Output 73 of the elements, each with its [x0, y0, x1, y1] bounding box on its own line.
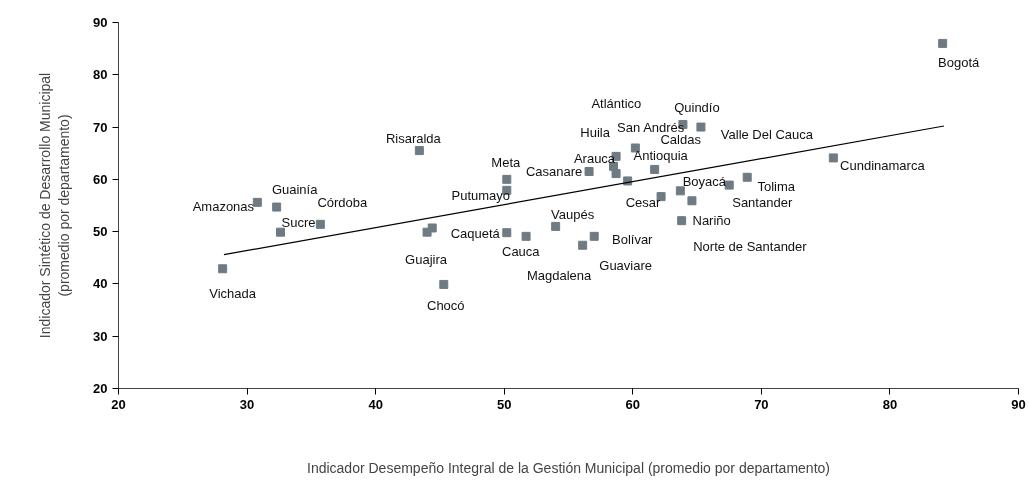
annotation: Caquetá [450, 226, 501, 242]
y-tick-label: 40 [93, 276, 108, 292]
point [272, 202, 282, 212]
point [521, 231, 531, 241]
point [427, 223, 437, 233]
annotation: Huila [580, 125, 611, 141]
annotation: Norte de Santander [693, 239, 808, 255]
annotation: Boyacá [682, 174, 727, 190]
annotation: Guainía [271, 181, 319, 197]
x-axis-title: Indicador Desempeño Integral de la Gestión Municipal (promedio por departamento) [307, 459, 830, 476]
point [938, 38, 948, 48]
point [218, 264, 228, 274]
annotation: Nariño [692, 213, 731, 229]
y-tick-label: 50 [93, 224, 108, 240]
y-axis-title: Indicador Sintético de Desarrollo Municipal (promedio por departamento) [36, 72, 73, 339]
annotation: Vaupés [551, 206, 595, 222]
annotation: Córdoba [317, 194, 369, 210]
annotation: Antioquia [633, 148, 689, 164]
point [578, 240, 588, 250]
annotation: Bolívar [611, 231, 654, 247]
x-tick-label: 70 [754, 396, 769, 412]
y-tick-label: 90 [93, 15, 108, 30]
point [675, 186, 685, 196]
point [502, 174, 512, 184]
annotation: Quindío [674, 99, 720, 115]
point [611, 169, 621, 179]
annotation: Atlántico [591, 96, 642, 112]
point [551, 221, 561, 231]
point [502, 228, 512, 238]
point [252, 197, 262, 207]
y-tick-label: 60 [93, 171, 108, 187]
x-tick-label: 90 [1011, 396, 1026, 412]
annotation: Cesar [625, 195, 662, 211]
annotation: Santander [732, 194, 793, 210]
annotation: Sucre [281, 214, 316, 230]
x-tick-label: 60 [625, 396, 641, 412]
annotation: Magdalena [526, 267, 593, 283]
point [414, 146, 424, 156]
annotation: Cauca [502, 244, 541, 260]
annotation: Chocó [427, 297, 465, 313]
y-tick-label: 30 [93, 328, 108, 344]
point [650, 164, 660, 174]
point [276, 227, 285, 237]
annotation: Guajira [405, 251, 448, 267]
annotation: Bogotá [938, 54, 981, 70]
annotation: Risaralda [385, 131, 442, 147]
point [742, 172, 752, 182]
point [589, 231, 599, 241]
y-tick-label: 20 [93, 381, 108, 396]
annotation: Valle Del Cauca [720, 126, 814, 142]
x-tick-label: 20 [111, 396, 126, 412]
annotation: Arauca [573, 150, 616, 166]
annotation: Meta [491, 154, 522, 170]
point [687, 196, 697, 206]
point [696, 122, 706, 132]
y-tick-label: 70 [93, 119, 108, 135]
x-tick-label: 80 [882, 396, 898, 412]
annotation: Guaviare [599, 257, 653, 273]
annotation: Putumayo [451, 187, 511, 203]
point [828, 153, 838, 163]
annotation: Cundinamarca [840, 158, 926, 174]
point [315, 219, 325, 229]
point [584, 167, 594, 177]
y-tick-label: 80 [93, 67, 108, 83]
annotation: Vichada [209, 286, 257, 302]
x-tick-label: 40 [368, 396, 383, 412]
point [439, 279, 449, 289]
x-tick-label: 30 [239, 396, 255, 412]
annotation: Casanare [525, 164, 583, 180]
x-tick-label: 50 [496, 396, 512, 412]
annotation: Tolima [757, 178, 796, 194]
annotation: Amazonas [192, 198, 255, 214]
point [677, 216, 687, 226]
